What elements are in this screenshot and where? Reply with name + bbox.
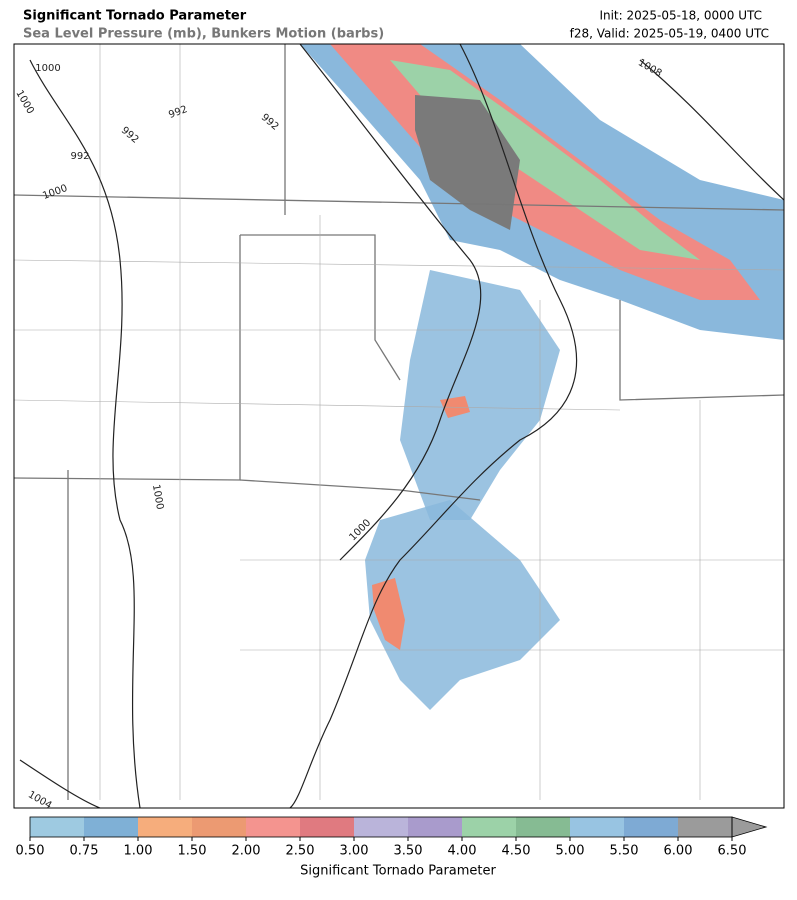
colorbar-segment bbox=[354, 817, 408, 837]
colorbar-tick-label: 3.00 bbox=[340, 844, 369, 859]
stp-area bbox=[372, 578, 405, 650]
colorbar-segment bbox=[84, 817, 138, 837]
contour-label: 1000 bbox=[150, 484, 165, 511]
colorbar-tick-label: 6.00 bbox=[664, 844, 693, 859]
colorbar-segment bbox=[300, 817, 354, 837]
colorbar-segment bbox=[624, 817, 678, 837]
colorbar-tick-label: 2.50 bbox=[286, 844, 315, 859]
colorbar-tick-label: 4.00 bbox=[448, 844, 477, 859]
init-time: Init: 2025-05-18, 0000 UTC bbox=[599, 9, 762, 23]
valid-time: f28, Valid: 2025-05-19, 0400 UTC bbox=[570, 27, 769, 41]
colorbar-segment bbox=[30, 817, 84, 837]
colorbar-segment bbox=[516, 817, 570, 837]
colorbar-tick-label: 5.50 bbox=[610, 844, 639, 859]
map-subtitle: Sea Level Pressure (mb), Bunkers Motion … bbox=[23, 27, 384, 42]
colorbar-tick-label: 4.50 bbox=[502, 844, 531, 859]
map-frame bbox=[13, 43, 785, 809]
colorbar-segment bbox=[678, 817, 732, 837]
colorbar-segment bbox=[408, 817, 462, 837]
map-area bbox=[13, 43, 785, 809]
colorbar-segment bbox=[246, 817, 300, 837]
colorbar-tick-label: 0.75 bbox=[70, 844, 99, 859]
colorbar: 0.50 0.75 1.00 1.50 2.00 2.50 3.00 3.50 4.00 4.50… bbox=[16, 816, 768, 859]
colorbar-tick-label: 0.50 bbox=[16, 844, 45, 859]
colorbar-frame bbox=[29, 816, 733, 838]
state-borders bbox=[14, 44, 784, 800]
colorbar-segment bbox=[192, 817, 246, 837]
colorbar-tick-label: 3.50 bbox=[394, 844, 423, 859]
colorbar-tick-label: 1.50 bbox=[178, 844, 207, 859]
colorbar-tick-label: 6.50 bbox=[718, 844, 747, 859]
pressure-contours bbox=[19, 44, 784, 808]
colorbar-tick-label: 5.00 bbox=[556, 844, 585, 859]
colorbar-tick-label: 2.00 bbox=[232, 844, 261, 859]
contour-label: 1000 bbox=[35, 63, 60, 74]
stp-area bbox=[400, 270, 560, 520]
colorbar-segment bbox=[138, 817, 192, 837]
map-title: Significant Tornado Parameter bbox=[23, 9, 247, 24]
colorbar-segment bbox=[462, 817, 516, 837]
map-background bbox=[14, 44, 784, 808]
colorbar-label: Significant Tornado Parameter bbox=[300, 864, 496, 879]
contour-label: 992 bbox=[70, 151, 89, 162]
colorbar-segment bbox=[570, 817, 624, 837]
colorbar-tick-label: 1.00 bbox=[124, 844, 153, 859]
stp-area bbox=[415, 95, 520, 230]
stp-area bbox=[365, 500, 560, 710]
county-borders bbox=[14, 44, 784, 800]
colorbar-extension bbox=[731, 816, 768, 838]
